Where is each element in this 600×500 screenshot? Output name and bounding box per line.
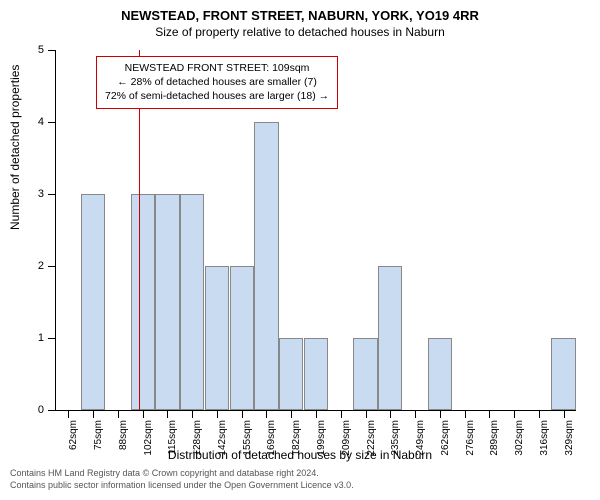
bar <box>428 338 452 410</box>
footer-line: Contains public sector information licen… <box>10 480 600 492</box>
marker-info-box: NEWSTEAD FRONT STREET: 109sqm← 28% of de… <box>96 56 338 109</box>
x-tick <box>266 410 267 418</box>
y-tick <box>48 338 56 339</box>
x-tick <box>167 410 168 418</box>
y-tick <box>48 122 56 123</box>
x-tick <box>390 410 391 418</box>
footer-line: Contains HM Land Registry data © Crown c… <box>10 468 600 480</box>
bar <box>180 194 204 410</box>
y-tick-label: 2 <box>38 260 44 272</box>
x-tick <box>143 410 144 418</box>
bar <box>230 266 254 410</box>
bar <box>279 338 303 410</box>
x-tick <box>118 410 119 418</box>
x-tick <box>440 410 441 418</box>
y-tick-label: 5 <box>38 44 44 56</box>
x-tick <box>93 410 94 418</box>
x-axis-label: Distribution of detached houses by size … <box>0 448 600 462</box>
x-tick <box>366 410 367 418</box>
x-tick <box>242 410 243 418</box>
x-tick <box>539 410 540 418</box>
y-tick <box>48 266 56 267</box>
y-tick <box>48 194 56 195</box>
x-tick <box>489 410 490 418</box>
marker-info-line: ← 28% of detached houses are smaller (7) <box>105 75 329 89</box>
chart-container: NEWSTEAD, FRONT STREET, NABURN, YORK, YO… <box>0 0 600 500</box>
x-tick <box>564 410 565 418</box>
x-tick <box>68 410 69 418</box>
bar <box>131 194 155 410</box>
bar <box>304 338 328 410</box>
y-tick-label: 3 <box>38 188 44 200</box>
marker-info-line: NEWSTEAD FRONT STREET: 109sqm <box>105 61 329 75</box>
bar <box>254 122 278 410</box>
x-tick <box>316 410 317 418</box>
y-tick-label: 0 <box>38 404 44 416</box>
x-tick <box>217 410 218 418</box>
bar <box>205 266 229 410</box>
y-tick-label: 1 <box>38 332 44 344</box>
plot-area: 01234562sqm75sqm88sqm102sqm115sqm128sqm1… <box>55 50 576 411</box>
bar <box>353 338 377 410</box>
footer-attribution: Contains HM Land Registry data © Crown c… <box>10 468 600 491</box>
y-axis-label: Number of detached properties <box>8 65 22 230</box>
y-tick <box>48 50 56 51</box>
bar <box>81 194 105 410</box>
x-tick <box>341 410 342 418</box>
x-tick <box>465 410 466 418</box>
x-tick <box>514 410 515 418</box>
chart-title: NEWSTEAD, FRONT STREET, NABURN, YORK, YO… <box>0 0 600 23</box>
bar <box>155 194 179 410</box>
y-tick <box>48 410 56 411</box>
x-tick <box>291 410 292 418</box>
chart-subtitle: Size of property relative to detached ho… <box>0 23 600 43</box>
x-tick <box>415 410 416 418</box>
y-tick-label: 4 <box>38 116 44 128</box>
marker-info-line: 72% of semi-detached houses are larger (… <box>105 89 329 103</box>
bar <box>551 338 575 410</box>
bar <box>378 266 402 410</box>
x-tick <box>192 410 193 418</box>
